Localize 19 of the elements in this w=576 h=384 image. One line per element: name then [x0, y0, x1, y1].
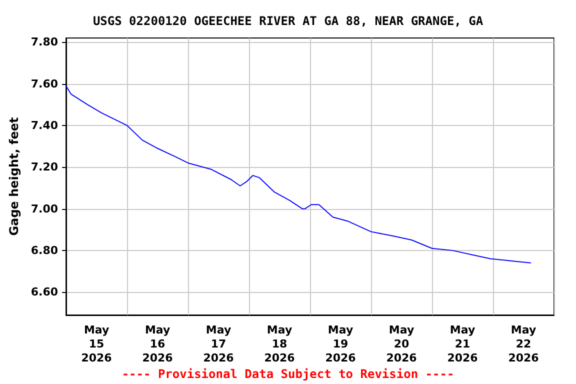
x-tick-label: May 21 2026: [447, 324, 478, 364]
y-axis-title: Gage height, feet: [7, 117, 21, 236]
x-tick-label: May 17 2026: [203, 324, 234, 364]
line-series: [66, 85, 531, 264]
y-tick-label: 7.40: [30, 118, 58, 132]
x-tick-label: May 20 2026: [386, 324, 418, 364]
chart-title: USGS 02200120 OGEECHEE RIVER AT GA 88, NEAR GRANGE, GA: [92, 14, 484, 28]
x-tick-label: May 22 2026: [508, 324, 540, 364]
y-tick-label: 6.60: [30, 286, 58, 299]
x-tick-label: May 15 2026: [81, 324, 112, 364]
x-tick-label: May 19 2026: [325, 324, 356, 364]
y-tick-label: 7.20: [30, 160, 58, 174]
x-tick-label: May 16 2026: [142, 324, 174, 364]
y-tick-label: 6.80: [30, 244, 58, 257]
y-tick-label: 7.00: [30, 202, 58, 216]
text: ---- Provisional Data Subject to Revision ----: [122, 367, 454, 381]
x-tick-label: May 18 2026: [264, 324, 296, 364]
y-tick-label: 7.60: [30, 77, 58, 90]
y-tick-label: 7.80: [30, 36, 58, 49]
